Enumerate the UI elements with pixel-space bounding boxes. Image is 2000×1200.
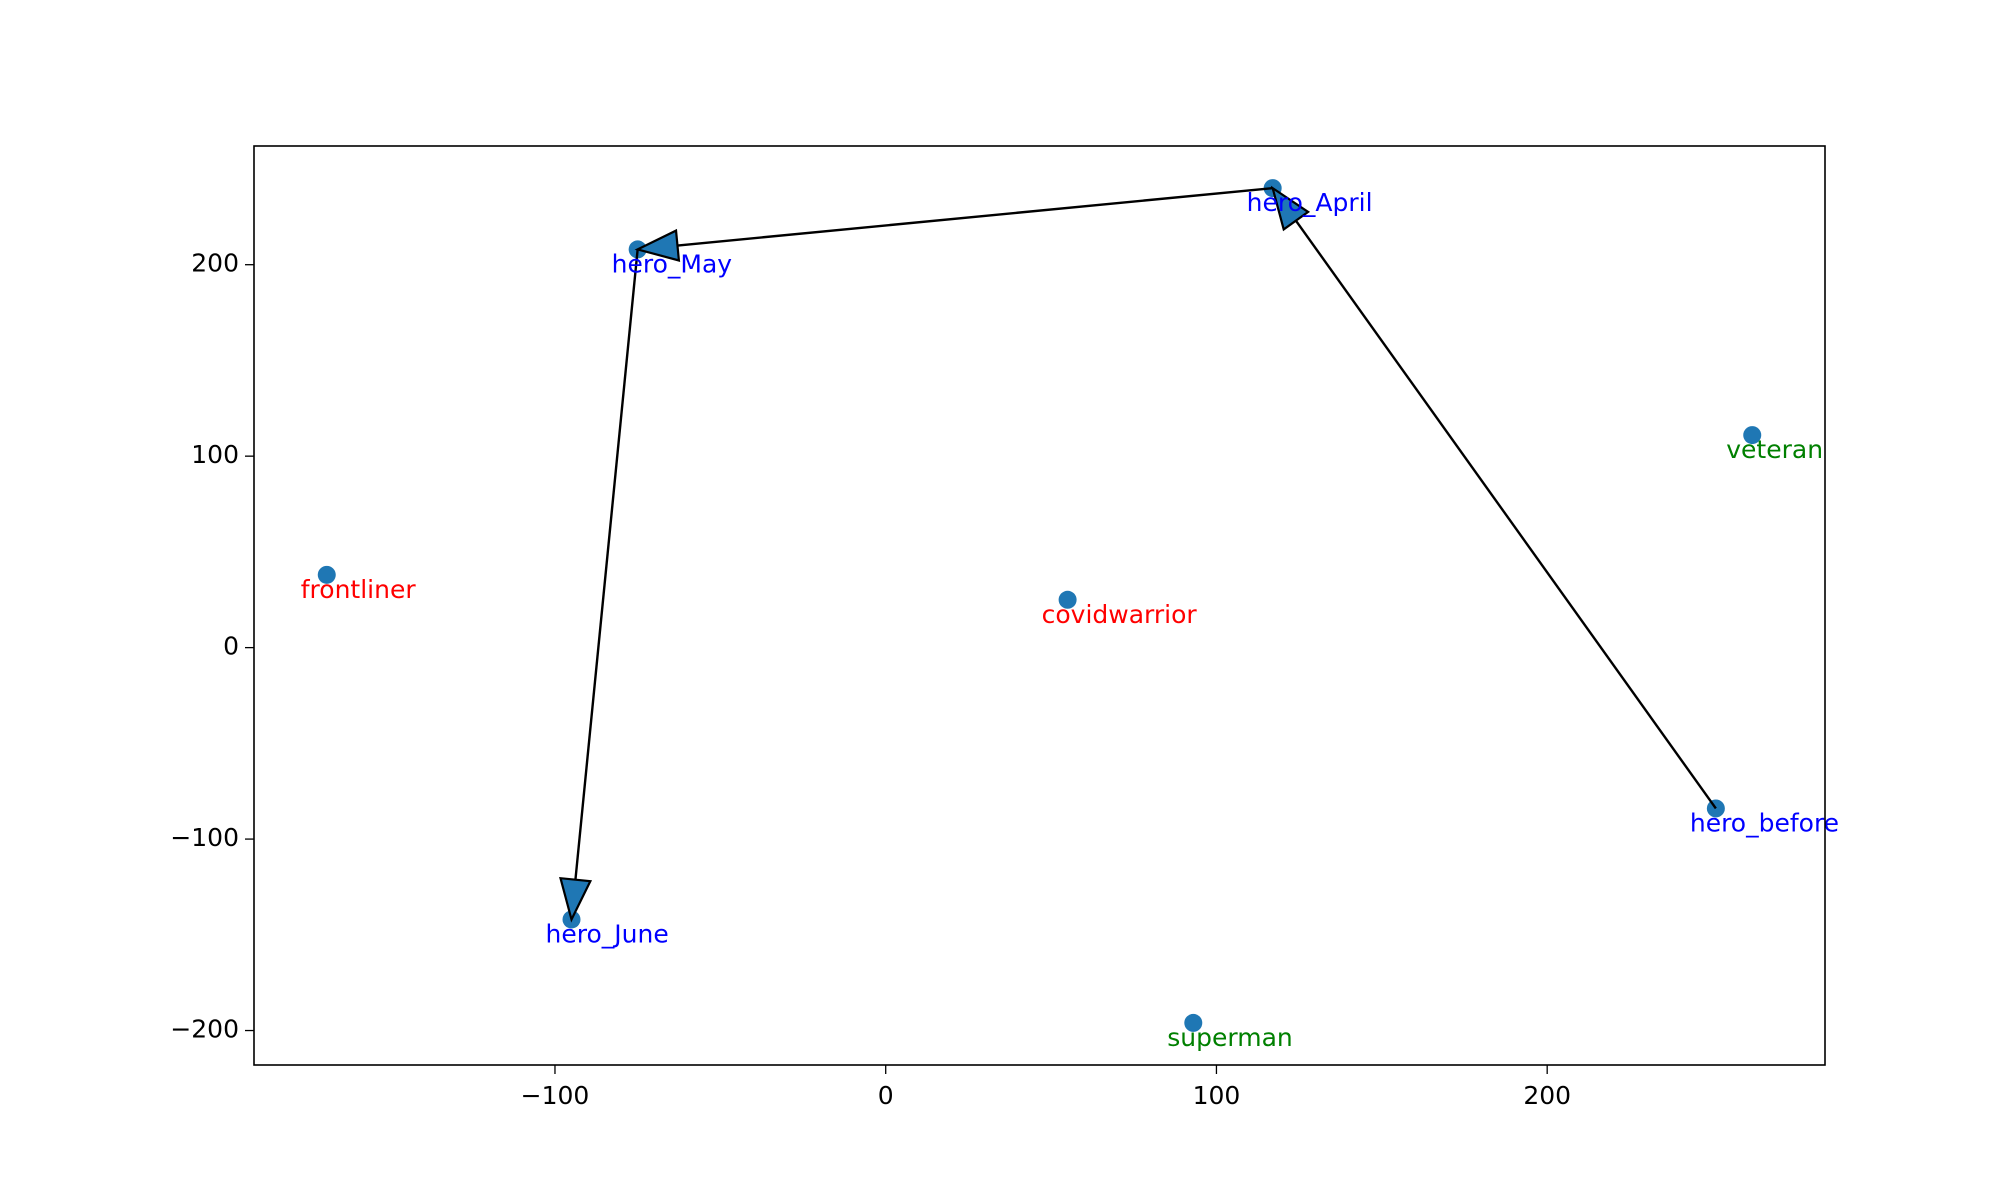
- x-tick-label: −100: [521, 1081, 590, 1110]
- arrow-shaft: [574, 249, 639, 880]
- point-label: hero_before: [1690, 808, 1839, 837]
- point-label: hero_April: [1247, 188, 1373, 217]
- point: [1184, 1013, 1203, 1032]
- y-tick-label: −200: [170, 1015, 239, 1044]
- plot-frame: [253, 145, 1826, 1066]
- arrow-head: [634, 228, 681, 262]
- point-label: hero_May: [612, 249, 733, 278]
- point-label: covidwarrior: [1042, 600, 1198, 629]
- y-tick-label: 200: [191, 249, 239, 278]
- x-tick-label: 0: [878, 1081, 894, 1110]
- arrow-shaft: [677, 186, 1273, 247]
- y-tick-label: 0: [223, 632, 239, 661]
- x-tick-label: 100: [1193, 1081, 1241, 1110]
- arrow-shaft: [1294, 219, 1717, 810]
- point-label: hero_June: [546, 919, 669, 948]
- y-tick-label: −100: [170, 823, 239, 852]
- point: [1058, 590, 1077, 609]
- x-tick-label: 200: [1523, 1081, 1571, 1110]
- point-label: frontliner: [301, 575, 417, 604]
- point: [1743, 426, 1762, 445]
- arrow-head: [1270, 185, 1311, 232]
- point-label: veteran: [1726, 435, 1823, 464]
- point-label: superman: [1167, 1023, 1292, 1052]
- point: [317, 565, 336, 584]
- y-tick-label: 100: [191, 440, 239, 469]
- arrow-head: [559, 876, 593, 923]
